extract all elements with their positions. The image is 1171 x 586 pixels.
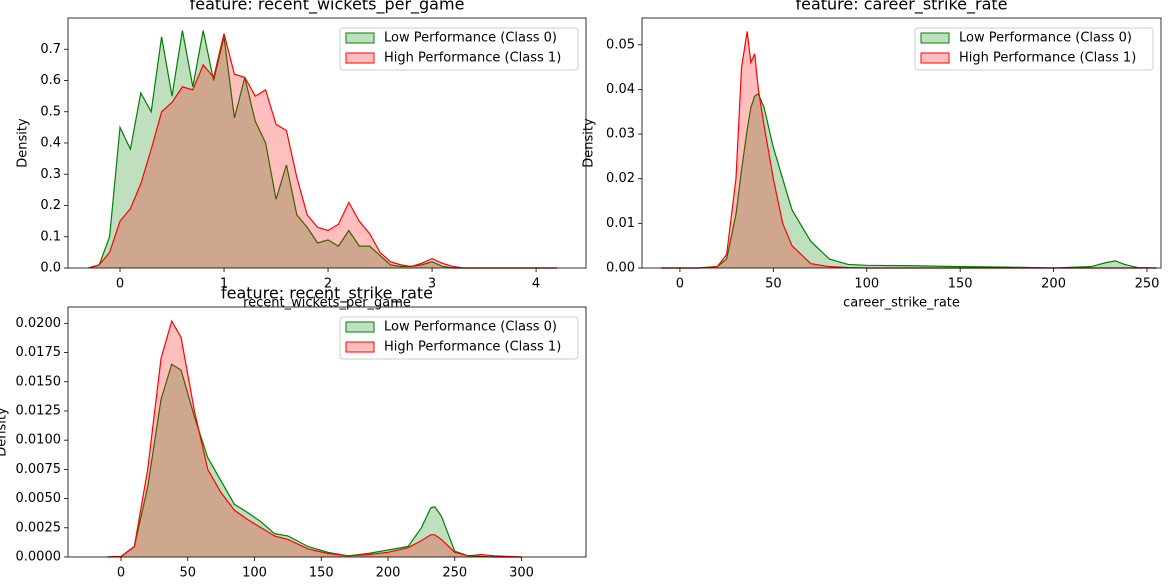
- y-tick-label: 0.0000: [16, 550, 62, 565]
- legend: Low Performance (Class 0) High Performanc…: [339, 316, 579, 360]
- density-line: [107, 363, 522, 558]
- x-tick-label: 4: [532, 277, 540, 292]
- y-tick-label: 0.7: [40, 42, 61, 57]
- density-line: [107, 319, 522, 558]
- x-tick-label: 200: [1041, 277, 1066, 292]
- y-tick-label: 0.01: [606, 216, 635, 231]
- y-tick-label: 0.1: [40, 229, 61, 244]
- legend-box: [339, 316, 579, 360]
- y-tick-label: 0.3: [40, 167, 61, 182]
- area-fill: [88, 30, 557, 268]
- chart-title: feature: recent_wickets_per_game: [190, 0, 465, 15]
- y-tick-label: 0.6: [40, 73, 61, 88]
- chart-title: feature: career_strike_rate: [795, 0, 1007, 15]
- chart-title: feature: recent_strike_rate: [221, 284, 433, 304]
- x-tick-label: 0: [676, 277, 684, 292]
- y-axis-label: Density: [582, 118, 597, 168]
- x-tick-label: 100: [854, 277, 879, 292]
- legend-label: Low Performance (Class 0): [384, 320, 557, 335]
- y-tick-label: 0.0100: [16, 433, 62, 448]
- y-tick-label: 0.0200: [16, 316, 62, 331]
- axes-frame: [641, 17, 1162, 269]
- area-fill: [661, 31, 1157, 268]
- x-tick-label: 300: [509, 566, 534, 581]
- x-tick-label: 50: [179, 566, 196, 581]
- y-tick-label: 0.0150: [16, 374, 62, 389]
- x-axis-label: career_strike_rate: [843, 296, 960, 311]
- legend-label: High Performance (Class 1): [384, 340, 561, 355]
- x-tick-label: 1: [220, 277, 228, 292]
- y-tick-label: 0.03: [606, 127, 635, 142]
- legend-swatch: [920, 52, 950, 64]
- legend-swatch: [345, 32, 375, 44]
- axes-frame: [67, 306, 587, 558]
- y-tick-label: 0.5: [40, 104, 61, 119]
- y-tick-label: 0.00: [606, 261, 635, 276]
- x-tick-label: 150: [948, 277, 973, 292]
- y-tick-label: 0.4: [40, 136, 61, 151]
- area-fill: [661, 93, 1157, 268]
- subplot: 0 1 2 3 4 0.0 0.1 0.2 0.3 0.4 0.5 0.6 0.7 feature: re…: [16, 0, 587, 311]
- x-tick-label: 0: [117, 566, 125, 581]
- y-tick-label: 0.04: [606, 82, 635, 97]
- x-tick-label: 250: [1135, 277, 1160, 292]
- legend: Low Performance (Class 0) High Performanc…: [339, 27, 579, 71]
- legend-swatch: [345, 52, 375, 64]
- legend-box: [914, 27, 1154, 71]
- legend-swatch: [345, 321, 375, 333]
- x-tick-label: 0: [116, 277, 124, 292]
- x-tick-label: 2: [324, 277, 332, 292]
- y-axis-label: Density: [0, 407, 10, 457]
- area-fill: [107, 321, 522, 557]
- y-tick-label: 0.2: [40, 198, 61, 213]
- y-tick-label: 0.0075: [16, 462, 62, 477]
- legend-label: Low Performance (Class 0): [959, 31, 1132, 46]
- legend-label: Low Performance (Class 0): [384, 31, 557, 46]
- y-tick-label: 0.0050: [16, 491, 62, 506]
- x-tick-label: 150: [309, 566, 334, 581]
- area-fill: [107, 364, 522, 557]
- x-tick-label: 100: [242, 566, 267, 581]
- y-tick-label: 0.0175: [16, 345, 62, 360]
- legend-swatch: [920, 32, 950, 44]
- legend-swatch: [345, 341, 375, 353]
- x-tick-label: 200: [376, 566, 401, 581]
- x-tick-label: 3: [428, 277, 436, 292]
- density-line: [88, 33, 557, 269]
- y-tick-label: 0.05: [606, 37, 635, 52]
- legend-label: High Performance (Class 1): [384, 51, 561, 66]
- area-fill: [88, 33, 557, 268]
- y-tick-label: 0.0025: [16, 520, 62, 535]
- x-tick-label: 250: [442, 566, 467, 581]
- legend: Low Performance (Class 0) High Performanc…: [914, 27, 1154, 71]
- subplot: 0 50 100 150 200 250 300 0.0000 0.0025 0.0050 0.00…: [0, 284, 587, 581]
- density-line: [88, 30, 557, 269]
- y-tick-label: 0.0: [40, 261, 61, 276]
- density-line: [661, 93, 1157, 269]
- legend-label: High Performance (Class 1): [959, 51, 1136, 66]
- y-tick-label: 0.0125: [16, 403, 62, 418]
- x-tick-label: 50: [765, 277, 782, 292]
- y-tick-label: 0.02: [606, 171, 635, 186]
- subplot: 0 50 100 150 200 250 0.00 0.01 0.02 0.03 0.04 0.05 f…: [582, 0, 1162, 311]
- y-axis-label: Density: [16, 118, 31, 168]
- legend-box: [339, 27, 579, 71]
